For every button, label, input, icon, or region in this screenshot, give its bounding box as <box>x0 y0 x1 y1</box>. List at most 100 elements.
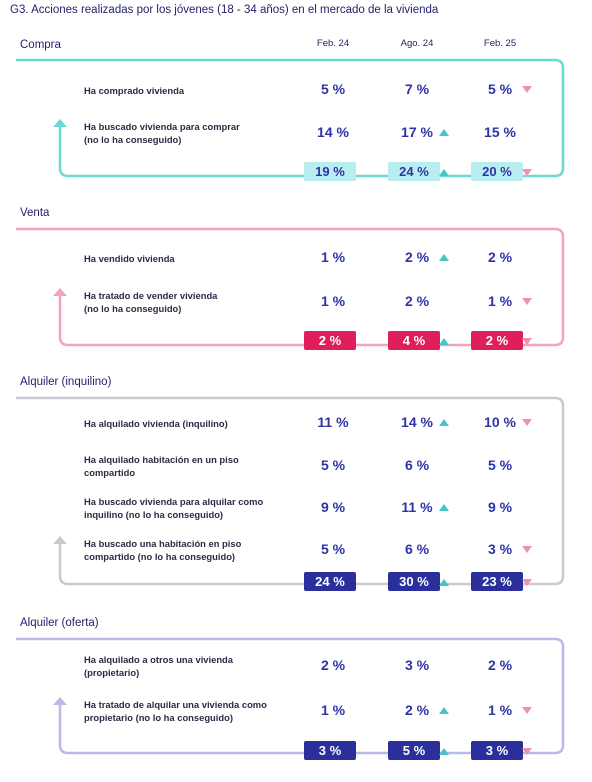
trend-down-icon <box>522 169 532 176</box>
row-label-line: Ha alquilado vivienda (inquilino) <box>84 417 228 429</box>
frame-arrow-icon <box>53 288 67 296</box>
section-title: Venta <box>20 207 50 219</box>
row-value: 9 % <box>487 499 513 515</box>
row-value: 5 % <box>320 81 346 97</box>
row-value: 1 % <box>320 293 346 309</box>
section-title: Alquiler (inquilino) <box>20 376 112 388</box>
row-value: 1 % <box>487 702 513 718</box>
row-label: Ha alquilado habitación en un piso compar… <box>84 453 274 479</box>
total-badge: 3 % <box>304 741 356 760</box>
column-header: Ago. 24 <box>400 38 434 49</box>
row-value: 3 % <box>487 541 513 557</box>
section-frame-line <box>16 227 565 347</box>
section-frame-line <box>16 58 565 178</box>
trend-up-icon <box>439 504 449 511</box>
row-value: 11 % <box>401 499 433 515</box>
row-value: 1 % <box>320 702 346 718</box>
frame-arrow-icon <box>53 119 67 127</box>
row-label-line: propietario (no lo ha conseguido) <box>84 712 233 723</box>
row-value: 7 % <box>404 81 430 97</box>
section-title: Alquiler (oferta) <box>20 617 99 629</box>
trend-down-icon <box>522 298 532 305</box>
trend-up-icon <box>439 707 449 714</box>
row-value: 15 % <box>484 124 516 140</box>
row-label-line: Ha buscado vivienda para alquilar como <box>84 496 264 507</box>
section-title: Compra <box>20 39 61 51</box>
row-value: 6 % <box>404 541 430 557</box>
row-value: 6 % <box>404 457 430 473</box>
trend-up-icon <box>439 129 449 136</box>
total-badge: 3 % <box>471 741 523 760</box>
row-label: Ha buscado una habitación en piso compart… <box>84 537 274 563</box>
row-label: Ha comprado vivienda <box>84 84 274 97</box>
trend-up-icon <box>439 579 449 586</box>
row-value: 14 % <box>401 414 433 430</box>
total-badge: 19 % <box>304 162 356 181</box>
total-badge: 5 % <box>388 741 440 760</box>
total-badge: 2 % <box>471 331 523 350</box>
row-label-line: Ha tratado de alquilar una vivienda como <box>84 699 267 710</box>
total-badge: 2 % <box>304 331 356 350</box>
row-value: 10 % <box>484 414 516 430</box>
row-value: 2 % <box>404 293 430 309</box>
row-label-line: Ha tratado de vender vivienda <box>84 290 218 301</box>
row-label-line: Ha alquilado a otros una vivienda <box>84 654 233 665</box>
row-value: 5 % <box>487 81 513 97</box>
trend-up-icon <box>439 169 449 176</box>
trend-up-icon <box>439 338 449 345</box>
row-value: 3 % <box>404 657 430 673</box>
row-label: Ha buscado vivienda para alquilar como in… <box>84 495 274 521</box>
row-value: 5 % <box>320 541 346 557</box>
row-value: 1 % <box>320 249 346 265</box>
row-value: 5 % <box>487 457 513 473</box>
chart-title: G3. Acciones realizadas por los jóvenes … <box>10 4 439 16</box>
row-value: 5 % <box>320 457 346 473</box>
section-frame-line <box>16 637 565 755</box>
trend-down-icon <box>522 748 532 755</box>
row-label: Ha alquilado vivienda (inquilino) <box>84 417 274 430</box>
row-label: Ha alquilado a otros una vivienda (propie… <box>84 653 274 679</box>
trend-down-icon <box>522 338 532 345</box>
row-value: 14 % <box>317 124 349 140</box>
row-label-line: (no lo ha conseguido) <box>84 134 182 145</box>
trend-up-icon <box>439 748 449 755</box>
row-label-line: Ha buscado vivienda para comprar <box>84 121 240 132</box>
row-value: 17 % <box>401 124 433 140</box>
row-value: 2 % <box>404 249 430 265</box>
total-badge: 20 % <box>471 162 523 181</box>
row-value: 2 % <box>404 702 430 718</box>
column-header: Feb. 24 <box>316 38 350 49</box>
section-frame-line <box>16 396 565 586</box>
row-label-line: Ha alquilado habitación en un piso <box>84 454 239 465</box>
row-label-line: inquilino (no lo ha conseguido) <box>84 509 224 520</box>
row-label-line: (no lo ha conseguido) <box>84 303 182 314</box>
total-badge: 24 % <box>304 572 356 591</box>
row-value: 2 % <box>487 657 513 673</box>
row-value: 1 % <box>487 293 513 309</box>
trend-down-icon <box>522 546 532 553</box>
row-value: 9 % <box>320 499 346 515</box>
row-value: 2 % <box>487 249 513 265</box>
total-badge: 24 % <box>388 162 440 181</box>
row-label-line: Ha buscado una habitación en piso <box>84 538 242 549</box>
frame-arrow-icon <box>53 697 67 705</box>
row-value: 11 % <box>317 414 349 430</box>
row-label: Ha tratado de alquilar una vivienda como… <box>84 698 274 724</box>
row-label-line: (propietario) <box>84 667 140 678</box>
total-badge: 4 % <box>388 331 440 350</box>
trend-down-icon <box>522 86 532 93</box>
row-label-line: Ha vendido vivienda <box>84 252 175 264</box>
row-label: Ha vendido vivienda <box>84 252 274 265</box>
column-header: Feb. 25 <box>483 38 517 49</box>
trend-up-icon <box>439 419 449 426</box>
frame-arrow-icon <box>53 536 67 544</box>
trend-up-icon <box>439 254 449 261</box>
row-label-line: compartido (no lo ha conseguido) <box>84 551 236 562</box>
trend-down-icon <box>522 419 532 426</box>
trend-down-icon <box>522 707 532 714</box>
trend-down-icon <box>522 579 532 586</box>
total-badge: 30 % <box>388 572 440 591</box>
row-label: Ha buscado vivienda para comprar (no lo h… <box>84 120 274 146</box>
row-label-line: compartido <box>84 467 136 478</box>
